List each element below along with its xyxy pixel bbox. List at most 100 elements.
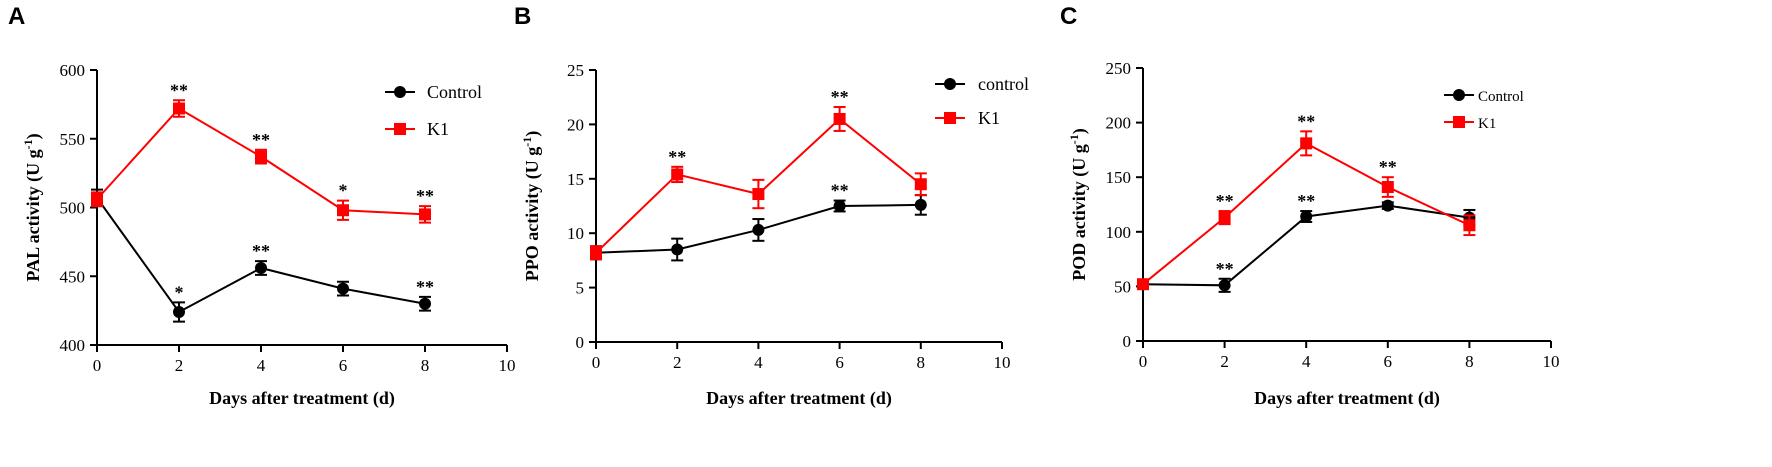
significance-label: *	[175, 282, 184, 302]
y-axis-title: PAL activity (U g-1)	[21, 133, 44, 281]
x-tick-label: 2	[673, 353, 682, 372]
y-axis-title: POD activity (U g-1)	[1067, 128, 1090, 280]
y-tick-label: 100	[1106, 223, 1132, 242]
x-tick-label: 4	[754, 353, 763, 372]
x-tick-label: 8	[1465, 352, 1474, 371]
series-k1: ** ** **	[1137, 111, 1476, 291]
legend-entry: K1	[385, 119, 449, 139]
legend-label: K1	[978, 108, 1000, 128]
y-tick-label: 10	[567, 224, 584, 243]
legend-label: control	[978, 74, 1029, 94]
x-tick-label: 0	[93, 356, 102, 375]
significance-label: **	[252, 241, 270, 261]
legend-marker	[394, 123, 406, 135]
x-tick-label: 2	[1220, 352, 1229, 371]
data-point	[833, 112, 846, 125]
y-tick-label: 20	[567, 115, 584, 134]
y-tick-label: 5	[576, 279, 585, 298]
legend-entry: K1	[1444, 116, 1496, 132]
y-tick-label: 0	[576, 333, 585, 352]
y-tick-label: 500	[60, 199, 86, 218]
significance-label: **	[416, 277, 434, 297]
y-tick-label: 450	[60, 267, 86, 286]
panel-c: C 0 50 100 150 200 250 0 2 4 6 8 10 Days after treatm…	[1060, 3, 1560, 409]
legend-entry: Control	[1444, 89, 1524, 105]
x-tick-label: 4	[257, 356, 266, 375]
legend-label: K1	[1478, 116, 1496, 132]
data-point	[833, 200, 846, 212]
significance-label: **	[416, 186, 434, 206]
legend-marker	[1453, 89, 1465, 101]
data-point	[914, 198, 927, 211]
x-axis-title: Days after treatment (d)	[1254, 388, 1440, 409]
y-tick-label: 600	[60, 61, 86, 80]
panel-letter: B	[514, 3, 531, 30]
significance-label: *	[339, 181, 348, 201]
x-tick-label: 10	[994, 353, 1011, 372]
significance-label: **	[1216, 259, 1234, 279]
significance-label: **	[1216, 191, 1234, 211]
series-control: *****	[91, 188, 434, 323]
y-tick-label: 15	[567, 170, 584, 189]
significance-label: **	[1379, 157, 1397, 177]
data-point	[1300, 137, 1313, 150]
legend-label: Control	[1478, 89, 1524, 105]
panel-letter: C	[1060, 3, 1077, 30]
y-tick-label: 25	[567, 61, 584, 80]
data-point	[1218, 279, 1231, 292]
legend-entry: K1	[935, 108, 1000, 128]
data-point	[173, 102, 185, 115]
x-axis-title: Days after treatment (d)	[209, 388, 395, 409]
panel-a: A 400 450 500 550 600 0 2 4 6 8 10 Days after treatm…	[8, 3, 516, 409]
y-tick-label: 250	[1106, 59, 1132, 78]
significance-label: **	[1297, 191, 1315, 211]
panel-letter: A	[8, 3, 25, 30]
legend-marker	[394, 86, 406, 98]
significance-label: **	[831, 87, 849, 107]
x-tick-label: 0	[1139, 352, 1148, 371]
significance-label: **	[170, 80, 188, 100]
data-point	[255, 150, 267, 163]
y-tick-label: 400	[60, 336, 86, 355]
x-tick-label: 2	[175, 356, 184, 375]
data-point	[337, 204, 349, 217]
data-point	[1218, 211, 1231, 224]
series-k1: ** **	[590, 87, 927, 261]
data-point	[337, 282, 349, 295]
legend-marker	[1453, 116, 1465, 128]
data-point	[1381, 199, 1394, 212]
y-tick-label: 150	[1106, 168, 1132, 187]
y-tick-label: 0	[1123, 332, 1132, 351]
data-point	[671, 243, 684, 256]
x-axis-title: Days after treatment (d)	[706, 388, 892, 409]
data-point	[752, 223, 765, 236]
series-control: ** **	[1137, 191, 1476, 293]
panel-b: B 0 5 10 15 20 25 0 2 4 6 8 10 Days after treatment (…	[514, 3, 1029, 409]
significance-label: **	[252, 130, 270, 150]
y-tick-label: 50	[1114, 277, 1131, 296]
x-tick-label: 6	[339, 356, 348, 375]
y-tick-label: 200	[1106, 114, 1132, 133]
x-tick-label: 10	[499, 356, 516, 375]
data-point	[1300, 210, 1313, 223]
x-tick-label: 4	[1302, 352, 1311, 371]
x-tick-label: 0	[592, 353, 601, 372]
data-point	[419, 297, 431, 310]
legend-entry: control	[935, 74, 1029, 94]
y-tick-label: 550	[60, 130, 86, 149]
x-tick-label: 6	[835, 353, 844, 372]
data-point	[752, 188, 765, 201]
data-point	[173, 306, 185, 318]
data-point	[590, 246, 602, 259]
legend-label: Control	[427, 82, 482, 102]
x-tick-label: 8	[421, 356, 430, 375]
significance-label: **	[831, 181, 849, 201]
legend-marker	[944, 78, 956, 90]
data-point	[419, 208, 431, 221]
x-tick-label: 6	[1384, 352, 1393, 371]
x-tick-label: 8	[917, 353, 926, 372]
y-axis-title: PPO activity (U g-1)	[520, 131, 543, 281]
data-point	[1463, 219, 1476, 232]
significance-label: **	[1297, 111, 1315, 131]
